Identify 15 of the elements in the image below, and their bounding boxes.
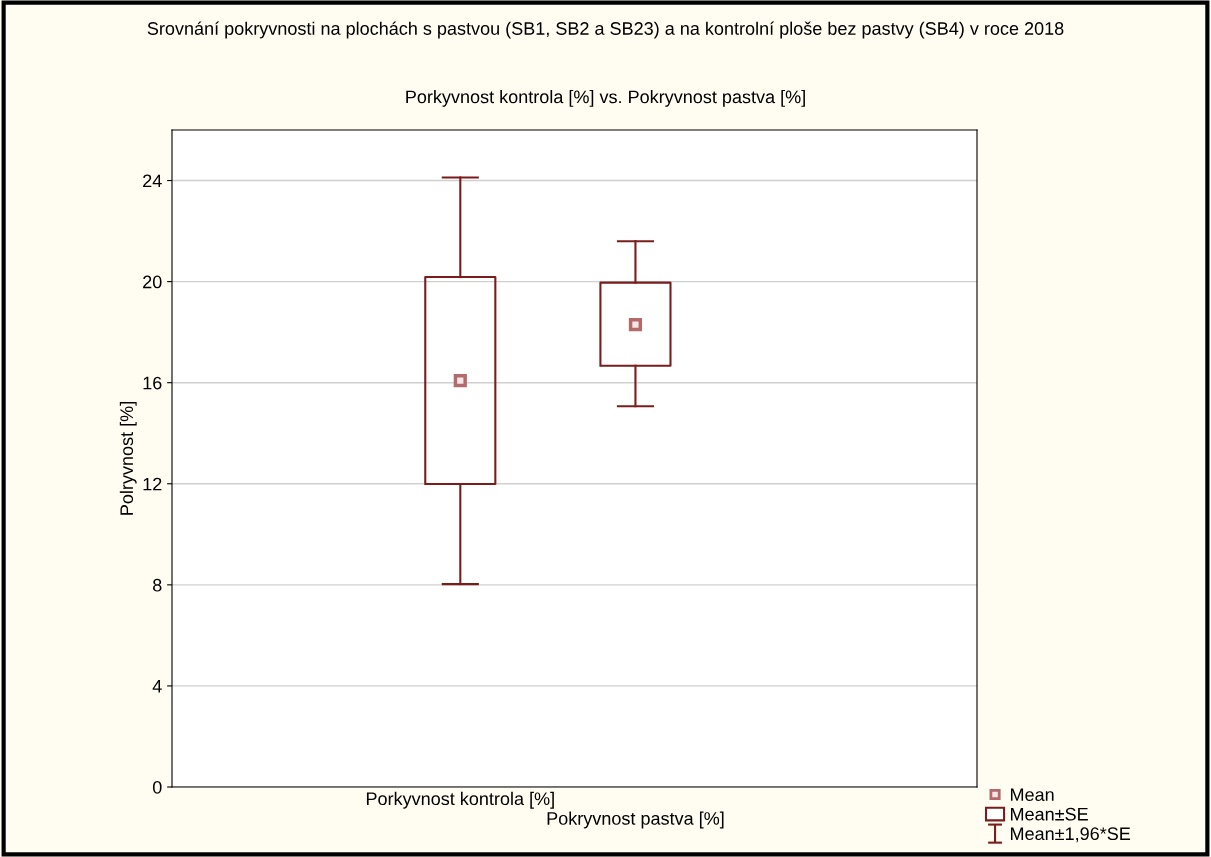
y-tick-label: 24 xyxy=(143,174,162,188)
y-tick-label: 20 xyxy=(143,275,162,289)
y-tick-label: 16 xyxy=(143,376,162,390)
text: Mean±1,96*SE xyxy=(1010,827,1131,843)
y-tick-label: 8 xyxy=(153,578,162,592)
y-tick-label: 4 xyxy=(152,680,162,693)
text: Mean xyxy=(1010,788,1054,802)
x-tick-label: Pokryvnost pastva [%] xyxy=(547,811,724,829)
y-tick-label: 0 xyxy=(152,780,162,794)
text: Mean±SE xyxy=(1010,807,1088,821)
x-tick-label: Porkyvnost kontrola [%] xyxy=(366,791,554,809)
chart-title: Srovnání pokryvnosti na plochách s pastvou (SB1, SB2 a SB23) a na kontrolní ploše bez pastvy (SB4) v roce 2018 xyxy=(147,21,1064,39)
y-axis-title: Polryvnost [%] xyxy=(119,402,137,515)
chart-subtitle: Porkyvnost kontrola [%] vs. Pokryvnost pastva [%] xyxy=(406,89,805,107)
y-tick-label: 12 xyxy=(143,477,162,491)
